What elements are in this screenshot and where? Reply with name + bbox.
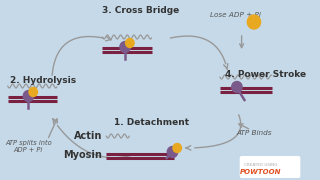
Text: ATP splits into
ADP + Pi: ATP splits into ADP + Pi [5,140,52,153]
FancyBboxPatch shape [240,156,300,178]
Circle shape [167,147,178,158]
Circle shape [120,42,130,53]
Text: 3. Cross Bridge: 3. Cross Bridge [102,6,179,15]
Text: CREATED USING: CREATED USING [244,163,277,167]
Text: Actin: Actin [74,131,102,141]
Circle shape [232,82,242,93]
Text: 4. Power Stroke: 4. Power Stroke [225,70,306,79]
Circle shape [23,91,34,102]
Text: 2. Hydrolysis: 2. Hydrolysis [10,76,76,85]
Circle shape [173,143,181,152]
Text: Myosin: Myosin [63,150,102,160]
Circle shape [247,15,260,29]
Text: Lose ADP + Pi: Lose ADP + Pi [210,12,261,18]
Circle shape [125,39,134,48]
Text: 1. Detachment: 1. Detachment [114,118,189,127]
Text: POWTOON: POWTOON [240,169,281,175]
Text: ATP Binds: ATP Binds [236,130,272,136]
Circle shape [29,87,37,96]
